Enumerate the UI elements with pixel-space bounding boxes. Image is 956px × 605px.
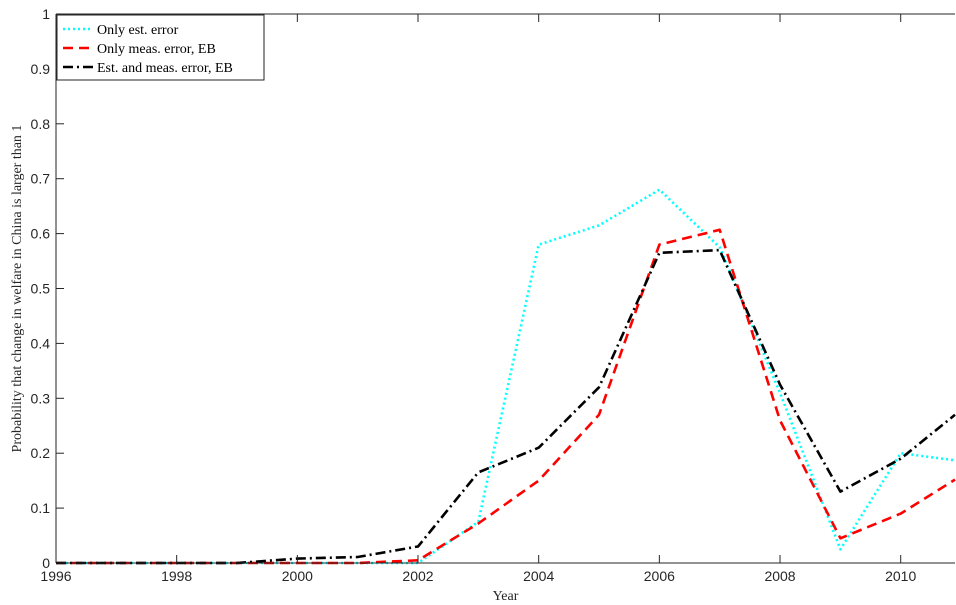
y-tick-label: 0	[42, 555, 50, 571]
y-tick-label: 0.1	[31, 500, 51, 516]
x-tick-label: 2004	[523, 568, 554, 584]
y-tick-label: 0.9	[31, 61, 51, 77]
x-tick-label: 1998	[161, 568, 192, 584]
y-tick-label: 0.6	[31, 226, 51, 242]
plot-background	[56, 14, 955, 563]
x-tick-label: 2002	[402, 568, 433, 584]
y-tick-label: 0.3	[31, 390, 51, 406]
legend-label-2: Only meas. error, EB	[97, 42, 216, 57]
x-axis-title: Year	[493, 589, 519, 604]
series-line-3	[56, 248, 956, 565]
y-tick-label: 0.5	[31, 281, 51, 297]
x-tick-label: 2000	[282, 568, 313, 584]
y-tick-label: 0.4	[31, 335, 51, 351]
legend-box	[56, 14, 265, 81]
legend: Only est. error Only meas. error, EB Est. …	[56, 14, 265, 81]
x-tick-label: 2008	[764, 568, 795, 584]
x-tick-label: 2006	[644, 568, 675, 584]
y-tick-label: 0.8	[31, 116, 51, 132]
y-tick-label: 0.7	[31, 171, 51, 187]
ticks-layer: 1996 1998 2000 2002 2004 2006 2008 2010 0 0.1 0.2 0…	[31, 6, 917, 584]
x-tick-label: 2010	[885, 568, 916, 584]
y-tick-label: 1	[42, 6, 50, 22]
x-tick-label: 1996	[40, 568, 71, 584]
legend-label-1: Only est. error	[97, 23, 179, 38]
legend-label-3: Est. and meas. error, EB	[97, 61, 233, 76]
y-axis-title: Probability that change in welfare in Ch…	[10, 125, 25, 453]
y-tick-label: 0.2	[31, 445, 51, 461]
